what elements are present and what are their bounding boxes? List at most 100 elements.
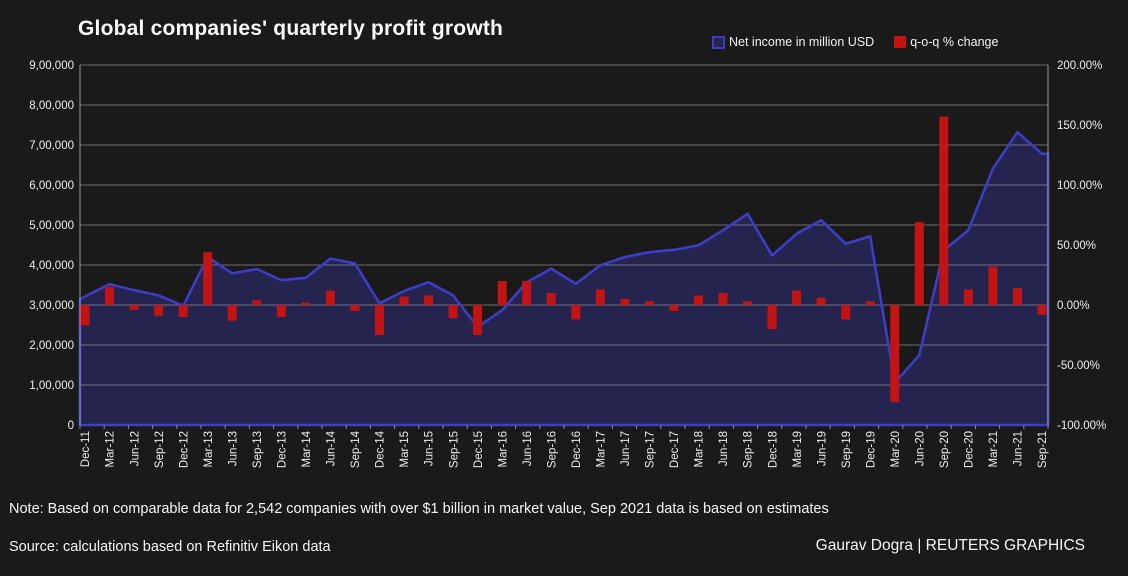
- x-axis-label: Sep-17: [645, 431, 657, 468]
- qoq-bar: [399, 296, 409, 305]
- x-axis-label: Sep-13: [252, 431, 264, 468]
- right-axis-label: 200.00%: [1057, 60, 1102, 72]
- qoq-bar: [203, 252, 213, 305]
- x-axis-label: Sep-18: [743, 431, 755, 468]
- right-axis-label: 0.00%: [1057, 300, 1090, 312]
- net-income-line: [78, 130, 1050, 427]
- qoq-bar: [473, 305, 483, 335]
- qoq-bar: [497, 281, 507, 305]
- x-axis-label: Jun-19: [816, 431, 828, 466]
- qoq-bar: [988, 266, 998, 305]
- x-axis-label: Jun-16: [522, 431, 534, 466]
- qoq-bar: [375, 305, 384, 335]
- qoq-bar: [276, 305, 286, 317]
- x-axis-label: Sep-15: [448, 431, 460, 468]
- right-axis-label: 50.00%: [1057, 240, 1096, 252]
- left-axis-label: 1,00,000: [29, 380, 74, 392]
- x-axis-label: Sep-20: [939, 431, 951, 468]
- x-axis-label: Mar-12: [105, 431, 117, 467]
- credit-line: Gaurav Dogra | REUTERS GRAPHICS: [815, 537, 1085, 554]
- x-axis-label: Mar-18: [694, 431, 706, 467]
- qoq-bar: [80, 305, 90, 326]
- qoq-bar: [694, 295, 703, 305]
- qoq-bar: [743, 301, 752, 305]
- qoq-bar: [644, 301, 654, 305]
- x-axis-label: Mar-14: [301, 430, 313, 467]
- x-axis-label: Jun-17: [620, 431, 632, 466]
- x-axis-label: Dec-15: [473, 431, 485, 468]
- qoq-bar: [571, 305, 581, 320]
- legend-item-net-income: Net income in million USD: [712, 35, 874, 49]
- x-axis-label: Jun-21: [1013, 431, 1025, 466]
- chart-source: Source: calculations based on Refinitiv …: [9, 539, 331, 555]
- qoq-bar: [178, 305, 188, 317]
- x-axis-label: Jun-20: [915, 431, 927, 466]
- x-axis-label: Mar-13: [203, 431, 215, 467]
- qoq-swatch: [894, 36, 907, 48]
- net-income-swatch: [712, 35, 725, 49]
- x-axis-label: Sep-14: [350, 430, 362, 468]
- x-axis-label: Jun-15: [424, 431, 436, 466]
- chart-legend: Net income in million USD q-o-q % change: [712, 35, 998, 49]
- qoq-bar: [595, 289, 605, 305]
- x-axis-label: Dec-14: [375, 430, 387, 468]
- legend-item-qoq: q-o-q % change: [894, 35, 998, 49]
- x-axis-label: Mar-19: [792, 431, 804, 467]
- x-axis-label: Mar-20: [890, 431, 902, 467]
- chart-title: Global companies' quarterly profit growt…: [78, 17, 504, 40]
- qoq-bar: [325, 290, 335, 305]
- right-axis-label: 150.00%: [1057, 120, 1102, 132]
- x-axis-label: Dec-12: [178, 431, 190, 468]
- x-axis-label: Dec-17: [669, 431, 681, 468]
- qoq-bar: [1037, 305, 1047, 315]
- qoq-bar: [841, 305, 851, 320]
- x-axis-label: Dec-13: [277, 431, 289, 468]
- qoq-bar: [105, 287, 114, 305]
- qoq-bar: [620, 299, 630, 305]
- x-axis-label: Jun-12: [129, 431, 141, 466]
- x-axis-label: Dec-18: [767, 431, 779, 468]
- x-axis-label: Mar-15: [399, 431, 411, 467]
- qoq-bar: [301, 302, 311, 305]
- left-axis-label: 8,00,000: [29, 100, 74, 112]
- net-income-area: [80, 132, 1048, 425]
- legend-label-qoq: q-o-q % change: [910, 35, 999, 49]
- qoq-bar: [129, 305, 139, 310]
- right-axis-label: -50.00%: [1057, 360, 1100, 372]
- qoq-bar: [767, 305, 777, 329]
- left-axis-label: 0: [68, 420, 74, 432]
- x-axis-label: Dec-16: [571, 431, 583, 468]
- qoq-bar: [424, 295, 433, 305]
- x-axis-label: Sep-12: [154, 431, 166, 468]
- x-axis-label: Jun-14: [326, 430, 338, 466]
- x-axis-label: Dec-20: [964, 431, 976, 468]
- x-axis-label: Sep-16: [546, 431, 558, 468]
- chart-note: Note: Based on comparable data for 2,542…: [9, 501, 829, 517]
- qoq-bar: [890, 305, 900, 403]
- left-axis-label: 9,00,000: [29, 60, 74, 72]
- x-axis-label: Mar-17: [596, 431, 608, 467]
- qoq-bar: [914, 222, 924, 305]
- qoq-bar: [227, 305, 237, 321]
- x-axis-label: Jun-13: [227, 431, 239, 466]
- left-axis-label: 3,00,000: [29, 300, 74, 312]
- x-axis-label: Dec-19: [865, 431, 877, 468]
- qoq-bar: [154, 305, 164, 316]
- left-axis-label: 6,00,000: [29, 180, 74, 192]
- right-axis-label: 100.00%: [1057, 180, 1102, 192]
- profit-growth-chart: 9,00,000 8,00,000 7,00,000 6,00,000 5,00,000…: [29, 60, 1106, 468]
- qoq-bar: [350, 305, 360, 311]
- qoq-bar: [792, 290, 802, 305]
- x-axis-label: Sep-21: [1037, 431, 1049, 468]
- left-axis-label: 5,00,000: [29, 220, 74, 232]
- legend-label-net-income: Net income in million USD: [729, 35, 875, 49]
- qoq-bar: [669, 305, 679, 311]
- qoq-bar: [546, 293, 556, 305]
- qoq-bar: [448, 305, 458, 319]
- qoq-bar: [1013, 288, 1022, 305]
- x-axis-label: Dec-11: [80, 431, 92, 467]
- left-axis-label: 2,00,000: [29, 340, 74, 352]
- qoq-bar: [522, 281, 532, 305]
- qoq-bar: [963, 289, 973, 305]
- left-axis-label: 7,00,000: [29, 140, 74, 152]
